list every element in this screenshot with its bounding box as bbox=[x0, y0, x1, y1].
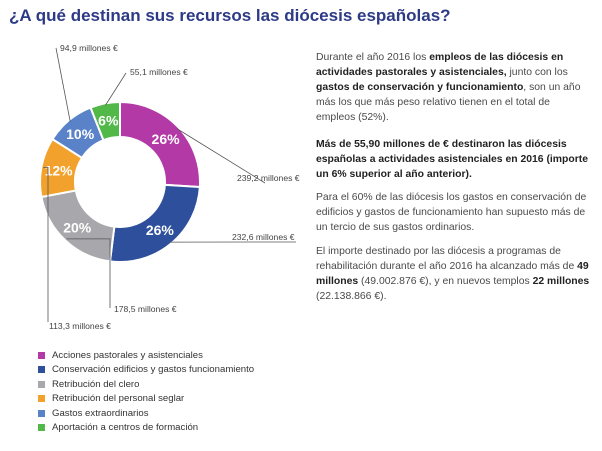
slice-percent-label-4: 10% bbox=[66, 126, 95, 142]
slice-amount-label-1: 232,6 millones € bbox=[232, 232, 295, 242]
callout-line-5 bbox=[105, 72, 127, 106]
slice-amount-label-0: 239,2 millones € bbox=[237, 173, 300, 183]
legend-item-2: Retribución del clero bbox=[38, 377, 254, 392]
legend-label-4: Gastos extraordinarios bbox=[52, 407, 149, 419]
callout-line-4 bbox=[55, 47, 71, 122]
slice-amount-label-2: 178,5 millones € bbox=[114, 304, 177, 314]
slice-percent-label-3: 12% bbox=[45, 162, 74, 178]
p4-run-0: El importe destinado por las diócesis a … bbox=[316, 246, 578, 272]
legend-swatch-2 bbox=[38, 380, 45, 388]
slice-amount-label-3: 113,3 millones € bbox=[49, 321, 111, 331]
p2-run-0: Más de 55,90 millones de € destinaron la… bbox=[316, 139, 567, 165]
slice-percent-label-5: 6% bbox=[98, 113, 119, 129]
legend-swatch-4 bbox=[38, 409, 45, 417]
legend-label-1: Conservación edificios y gastos funciona… bbox=[52, 364, 255, 376]
paragraph-conservation: Para el 60% de las diócesis los gastos e… bbox=[316, 190, 590, 235]
chart-legend: Acciones pastorales y asistenciales Conse… bbox=[38, 348, 254, 435]
legend-item-4: Gastos extraordinarios bbox=[38, 406, 254, 421]
callout-line-2 bbox=[66, 238, 111, 308]
p1-run-0: Durante el año 2016 los bbox=[316, 52, 430, 63]
paragraph-rehabilitation: El importe destinado por las diócesis a … bbox=[316, 244, 590, 304]
paragraph-assistance: Más de 55,90 millones de € destinaron la… bbox=[316, 137, 590, 182]
donut-chart: 26% 239,2 millones € 26% 232,6 millones € 20… bbox=[39, 43, 300, 331]
legend-item-1: Conservación edificios y gastos funciona… bbox=[38, 363, 254, 378]
callout-line-0 bbox=[176, 128, 266, 184]
legend-swatch-1 bbox=[38, 366, 45, 374]
p1-run-1: empleos de las diócesis en actividades p… bbox=[316, 52, 564, 78]
legend-swatch-3 bbox=[38, 395, 45, 403]
p4-run-2: (49.002.876 €), y en nuevos templos bbox=[358, 276, 533, 287]
slice-percent-label-2: 20% bbox=[63, 220, 92, 236]
callout-line-3 bbox=[43, 166, 49, 322]
slice-percent-label-0: 26% bbox=[152, 131, 181, 147]
p1-run-2: junto con los bbox=[506, 67, 568, 78]
p1-run-4: , son un año más los que más peso relati… bbox=[316, 82, 581, 123]
paragraph-employment: Durante el año 2016 los empleos de las d… bbox=[316, 50, 590, 125]
p4-run-1: 49 millones bbox=[316, 261, 589, 287]
donut-slice-5 bbox=[89, 100, 121, 142]
legend-label-3: Retribución del personal seglar bbox=[52, 393, 185, 405]
p2-run-1: (importe un 6% superior al año anterior)… bbox=[316, 154, 589, 180]
legend-item-3: Retribución del personal seglar bbox=[38, 392, 254, 407]
legend-swatch-5 bbox=[38, 424, 45, 432]
legend-label-0: Acciones pastorales y asistenciales bbox=[52, 349, 203, 361]
p4-run-4: (22.138.866 €). bbox=[316, 291, 387, 302]
slice-amount-label-4: 94,9 millones € bbox=[60, 43, 118, 53]
p4-run-3: 22 millones bbox=[532, 276, 590, 287]
chart-title: ¿A qué destinan sus recursos las diócesi… bbox=[9, 6, 451, 25]
legend-label-5: Aportación a centros de formación bbox=[52, 422, 199, 434]
p1-run-3: gastos de conservación y funcionamiento bbox=[316, 82, 524, 93]
slice-amount-label-5: 55,1 millones € bbox=[130, 67, 188, 77]
legend-swatch-0 bbox=[38, 351, 45, 359]
slice-percent-label-1: 26% bbox=[146, 222, 175, 238]
legend-item-5: Aportación a centros de formación bbox=[38, 421, 254, 436]
legend-label-2: Retribución del clero bbox=[52, 378, 140, 390]
p3-run-0: Para el 60% de las diócesis los gastos e… bbox=[316, 192, 587, 233]
legend-item-0: Acciones pastorales y asistenciales bbox=[38, 348, 254, 363]
